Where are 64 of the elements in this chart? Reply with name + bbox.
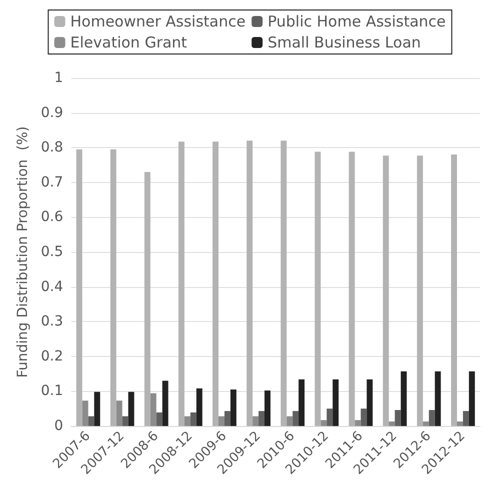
bar: [88, 416, 94, 426]
bar: [230, 389, 236, 426]
y-tick-label: 0.2: [40, 348, 64, 364]
bar: [451, 154, 458, 426]
bar: [434, 371, 441, 426]
bar: [184, 416, 190, 426]
bar: [178, 142, 184, 426]
bar: [224, 411, 230, 426]
bar: [314, 152, 321, 426]
y-tick-label: 1: [54, 70, 64, 86]
bar: [388, 421, 395, 426]
bar: [400, 371, 407, 426]
bar: [128, 392, 134, 426]
bar: [382, 156, 389, 426]
y-tick-label: 0.9: [40, 104, 64, 121]
bar: [422, 421, 429, 426]
bar: [298, 379, 305, 426]
bar: [144, 172, 150, 426]
bar: [428, 410, 435, 426]
bar: [292, 411, 299, 426]
bar: [196, 388, 202, 426]
legend-label: Homeowner Assistance: [70, 12, 246, 30]
bar: [286, 416, 293, 426]
bar: [122, 416, 128, 426]
bar: [394, 410, 401, 426]
y-tick-label: 0: [54, 418, 64, 434]
bar: [320, 420, 327, 426]
legend-label: Elevation Grant: [70, 34, 188, 52]
bar: [258, 411, 265, 426]
y-tick-label: 0.7: [40, 174, 64, 190]
bar: [468, 371, 475, 426]
bar: [156, 412, 162, 426]
bar: [82, 400, 88, 426]
bar: [94, 392, 100, 426]
bar: [76, 149, 82, 426]
bar: [366, 379, 373, 426]
bar: [264, 390, 270, 426]
bar: [162, 380, 168, 426]
y-tick-label: 0.5: [40, 244, 64, 260]
bar: [110, 149, 116, 426]
y-tick-label: 0.3: [40, 314, 64, 330]
y-tick-label: 0.8: [40, 140, 64, 156]
bar: [457, 421, 463, 426]
bar: [280, 140, 287, 426]
y-tick-label: 0.1: [40, 383, 64, 400]
bar: [252, 416, 259, 426]
bar: [116, 400, 122, 426]
bar: [150, 393, 156, 426]
bar: [218, 416, 224, 426]
y-tick-label: 0.6: [40, 209, 64, 226]
bar: [348, 152, 355, 426]
bar: [326, 408, 333, 426]
bar: [354, 420, 361, 426]
bar: [246, 140, 253, 426]
y-axis-title: Funding Distribution Proportion (%): [15, 126, 31, 378]
bar: [190, 412, 196, 426]
legend-label: Public Home Assistance: [268, 12, 446, 30]
y-tick-label: 0.4: [40, 278, 64, 295]
legend-label: Small Business Loan: [268, 34, 421, 52]
bar: [332, 379, 339, 426]
bar: [360, 408, 367, 426]
bar: [212, 142, 219, 426]
bar: [416, 156, 423, 426]
bar: [462, 411, 469, 426]
